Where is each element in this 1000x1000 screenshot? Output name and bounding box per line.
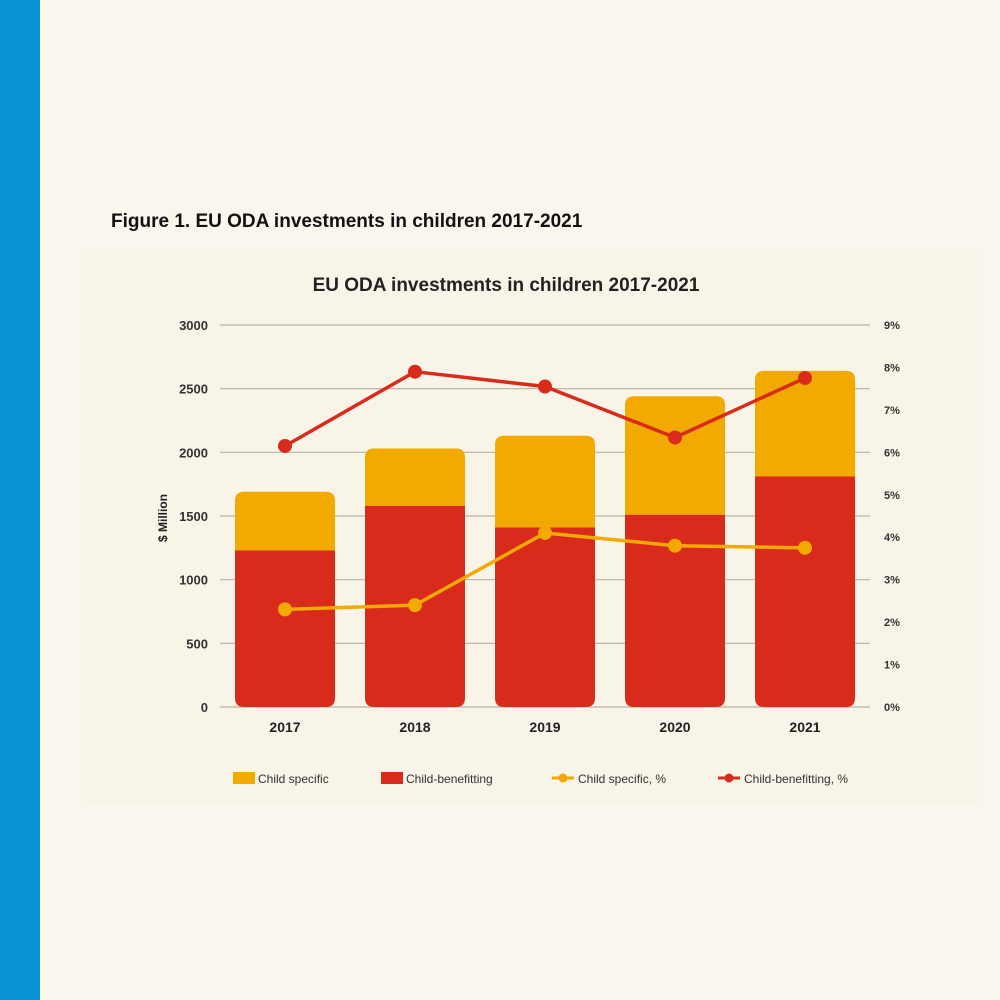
point-child-benefitting-pct-2019 xyxy=(538,379,552,394)
y2-tick-label: 1% xyxy=(884,660,900,672)
y-tick-label: 1000 xyxy=(179,573,208,588)
legend-label: Child-benefitting xyxy=(406,772,493,786)
y2-tick-label: 9% xyxy=(884,320,900,332)
point-child-specific-pct-2017 xyxy=(278,602,292,617)
chart-title: EU ODA investments in children 2017-2021 xyxy=(313,275,700,296)
bar-layer xyxy=(235,370,855,707)
x-tick-label: 2021 xyxy=(789,719,820,735)
legend-label: Child-benefitting, % xyxy=(744,772,848,786)
y2-tick-label: 7% xyxy=(884,405,900,417)
point-child-specific-pct-2020 xyxy=(668,538,682,553)
y-tick-label: 0 xyxy=(201,700,208,715)
bar-child-benefitting-2021 xyxy=(755,476,855,707)
x-tick-label: 2018 xyxy=(399,719,430,735)
y2-tick-label: 6% xyxy=(884,447,900,459)
point-child-specific-pct-2021 xyxy=(798,540,812,555)
y2-tick-label: 0% xyxy=(884,702,900,714)
bar-child-specific-2017 xyxy=(235,491,335,551)
legend-layer: Child specific Child-benefitting Child spe… xyxy=(233,772,848,786)
y-tick-label: 2500 xyxy=(179,382,208,397)
legend-swatch-child-specific xyxy=(233,772,255,784)
point-child-specific-pct-2018 xyxy=(408,598,422,613)
y2-tick-label: 8% xyxy=(884,362,900,374)
figure-caption: Figure 1. EU ODA investments in children… xyxy=(111,211,583,232)
y-tick-label: 2000 xyxy=(179,445,208,460)
text-layer: EU ODA investments in children 2017-2021… xyxy=(156,275,900,735)
point-child-specific-pct-2019 xyxy=(538,525,552,540)
legend-label: Child specific xyxy=(258,772,329,786)
y-tick-label: 3000 xyxy=(179,318,208,333)
bar-child-benefitting-2020 xyxy=(625,514,725,707)
line-layer xyxy=(278,364,812,617)
bar-child-specific-2018 xyxy=(365,448,465,506)
x-tick-label: 2017 xyxy=(269,719,300,735)
y2-tick-label: 3% xyxy=(884,575,900,587)
y-axis-label: $ Million xyxy=(156,494,170,542)
y2-tick-label: 5% xyxy=(884,490,900,502)
left-accent-band xyxy=(0,0,40,1000)
point-child-benefitting-pct-2020 xyxy=(668,430,682,445)
bar-child-benefitting-2019 xyxy=(495,527,595,707)
legend-marker xyxy=(724,773,734,783)
x-tick-label: 2020 xyxy=(659,719,690,735)
bar-child-specific-2019 xyxy=(495,435,595,528)
bar-child-specific-2021 xyxy=(755,370,855,477)
point-child-benefitting-pct-2021 xyxy=(798,371,812,386)
x-tick-label: 2019 xyxy=(529,719,560,735)
y-tick-label: 1500 xyxy=(179,509,208,524)
point-child-benefitting-pct-2018 xyxy=(408,364,422,379)
legend-marker xyxy=(558,773,568,783)
y2-tick-label: 2% xyxy=(884,617,900,629)
legend-swatch-child-benefitting xyxy=(381,772,403,784)
y2-tick-label: 4% xyxy=(884,532,900,544)
point-child-benefitting-pct-2017 xyxy=(278,438,292,453)
y-tick-label: 500 xyxy=(186,636,208,651)
legend-label: Child specific, % xyxy=(578,772,666,786)
bar-child-benefitting-2017 xyxy=(235,550,335,707)
bar-child-specific-2020 xyxy=(625,396,725,515)
